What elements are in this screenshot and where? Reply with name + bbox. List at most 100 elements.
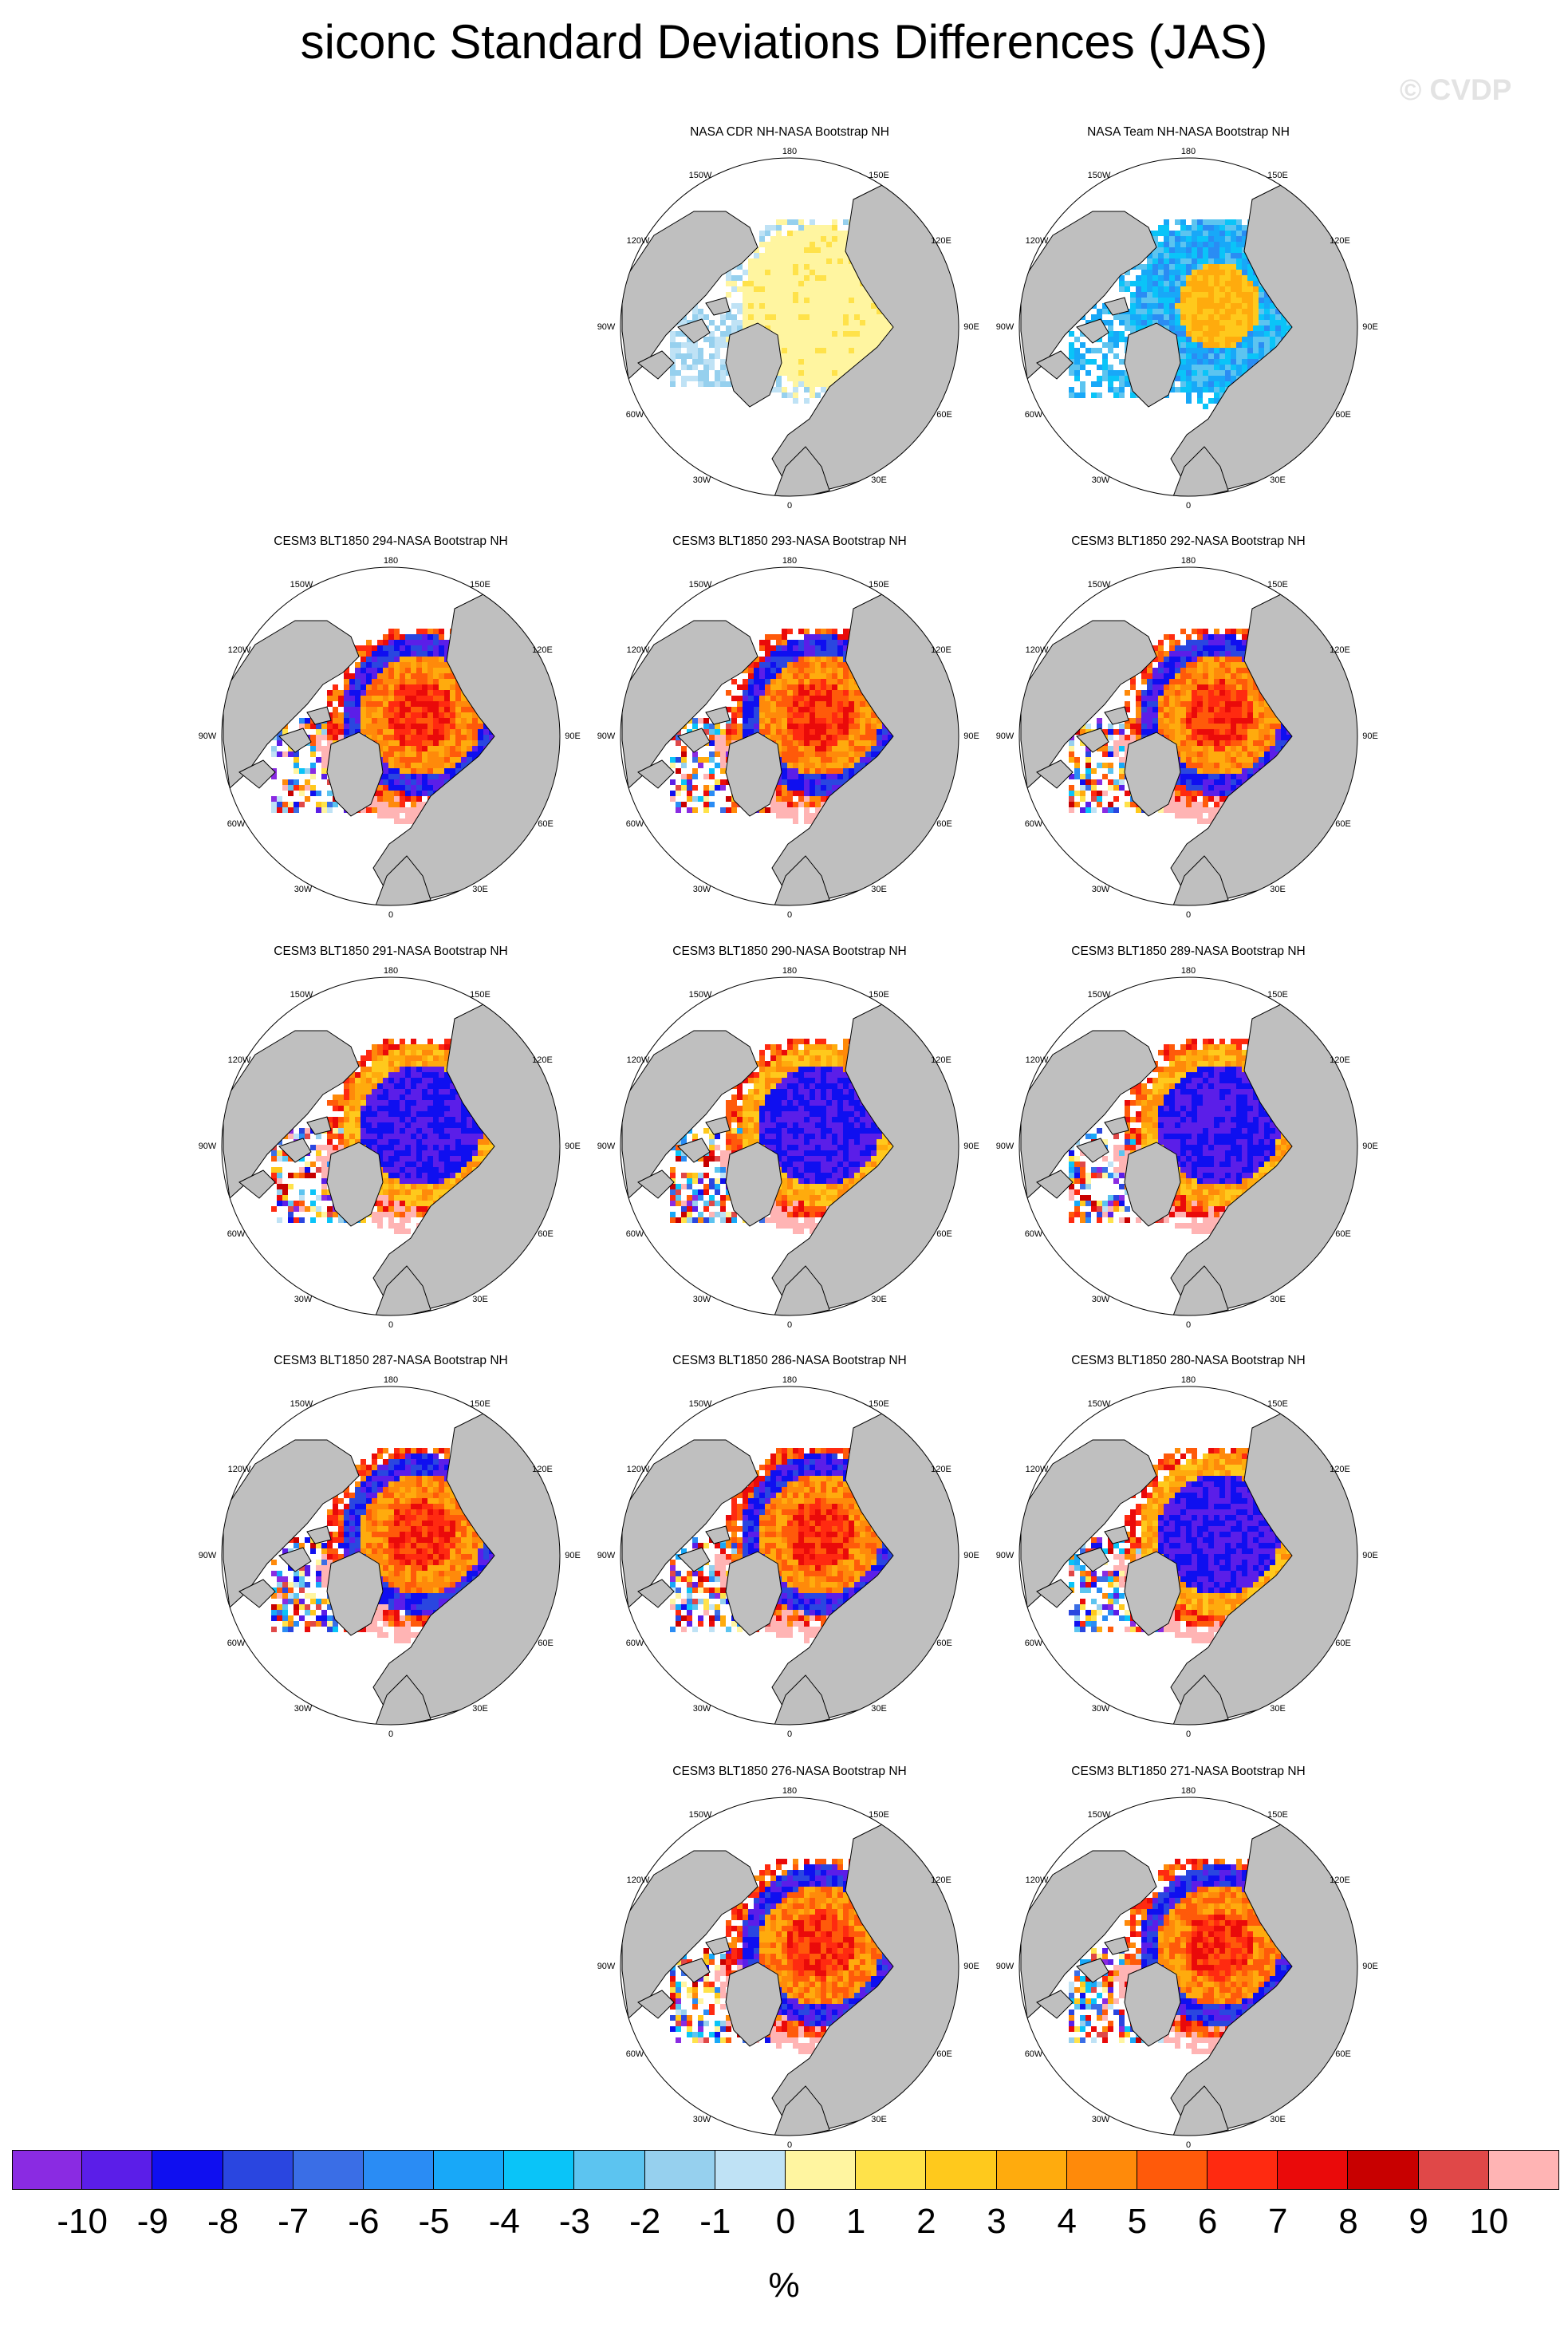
data-cell	[1074, 365, 1080, 370]
data-cell	[776, 281, 782, 286]
data-cell	[1192, 657, 1197, 662]
data-cell	[388, 696, 394, 701]
data-cell	[1203, 292, 1208, 298]
data-cell	[1197, 387, 1203, 392]
data-cell	[349, 696, 355, 701]
data-cell	[400, 768, 405, 774]
data-cell	[1186, 270, 1192, 275]
data-cell	[1197, 707, 1203, 712]
data-cell	[1270, 320, 1275, 325]
data-cell	[821, 320, 826, 325]
data-cell	[793, 258, 798, 264]
data-cell	[1259, 320, 1264, 325]
data-cell	[703, 785, 709, 791]
data-cell	[383, 740, 388, 746]
data-cell	[782, 325, 787, 331]
longitude-label: 30E	[871, 475, 887, 485]
data-cell	[310, 735, 316, 740]
data-cell	[776, 684, 782, 690]
data-cell	[770, 712, 776, 718]
data-cell	[1208, 735, 1214, 740]
data-cell	[1208, 320, 1214, 325]
data-cell	[826, 314, 832, 320]
data-cell	[776, 225, 782, 231]
data-cell	[1169, 298, 1175, 303]
data-cell	[394, 774, 400, 779]
data-cell	[826, 381, 832, 387]
data-cell	[422, 774, 427, 779]
data-cell	[731, 807, 737, 813]
data-cell	[355, 696, 360, 701]
data-cell	[676, 370, 681, 376]
data-cell	[782, 314, 787, 320]
data-cell	[754, 303, 759, 309]
data-cell	[1247, 286, 1253, 292]
data-cell	[1186, 253, 1192, 258]
data-cell	[1253, 303, 1259, 309]
data-cell	[1208, 264, 1214, 270]
data-cell	[826, 320, 832, 325]
data-cell	[692, 785, 698, 791]
data-cell	[1180, 387, 1186, 392]
data-cell	[821, 791, 826, 796]
data-cell	[670, 796, 676, 802]
data-cell	[1208, 286, 1214, 292]
data-cell	[804, 740, 810, 746]
data-cell	[1164, 219, 1169, 225]
data-cell	[1242, 746, 1247, 751]
data-cell	[394, 668, 400, 673]
data-cell	[815, 657, 821, 662]
data-cell	[687, 353, 692, 359]
data-cell	[1192, 387, 1197, 392]
data-cell	[871, 320, 877, 325]
data-cell	[804, 735, 810, 740]
data-cell	[372, 679, 377, 684]
data-cell	[366, 807, 372, 813]
data-cell	[1236, 219, 1242, 225]
data-cell	[405, 634, 411, 640]
data-cell	[372, 690, 377, 696]
data-cell	[815, 796, 821, 802]
data-cell	[321, 757, 327, 763]
data-cell	[478, 729, 483, 735]
data-cell	[703, 314, 709, 320]
data-cell	[877, 309, 882, 314]
data-cell	[1214, 353, 1219, 359]
data-cell	[871, 314, 877, 320]
data-cell	[849, 275, 854, 281]
data-cell	[1259, 724, 1264, 729]
data-cell	[731, 320, 737, 325]
data-cell	[843, 651, 849, 657]
data-cell	[1141, 314, 1147, 320]
data-cell	[405, 645, 411, 651]
data-cell	[787, 303, 793, 309]
data-cell	[1119, 337, 1125, 342]
data-cell	[743, 303, 748, 309]
data-cell	[1102, 365, 1108, 370]
data-cell	[815, 270, 821, 275]
data-cell	[305, 768, 310, 774]
data-cell	[787, 757, 793, 763]
data-cell	[798, 342, 804, 348]
data-cell	[1108, 331, 1113, 337]
data-cell	[832, 359, 837, 365]
data-cell	[798, 376, 804, 381]
data-cell	[1214, 629, 1219, 634]
data-cell	[1158, 729, 1164, 735]
data-cell	[770, 236, 776, 242]
data-cell	[1136, 303, 1141, 309]
data-cell	[333, 735, 338, 740]
data-cell	[1219, 303, 1225, 309]
data-cell	[1242, 258, 1247, 264]
data-cell	[1214, 724, 1219, 729]
data-cell	[1141, 718, 1147, 724]
data-cell	[1080, 729, 1085, 735]
data-cell	[765, 314, 770, 320]
data-cell	[1141, 668, 1147, 673]
data-cell	[344, 679, 349, 684]
data-cell	[787, 729, 793, 735]
data-cell	[1186, 707, 1192, 712]
data-cell	[804, 751, 810, 757]
data-cell	[1169, 673, 1175, 679]
data-cell	[759, 712, 765, 718]
